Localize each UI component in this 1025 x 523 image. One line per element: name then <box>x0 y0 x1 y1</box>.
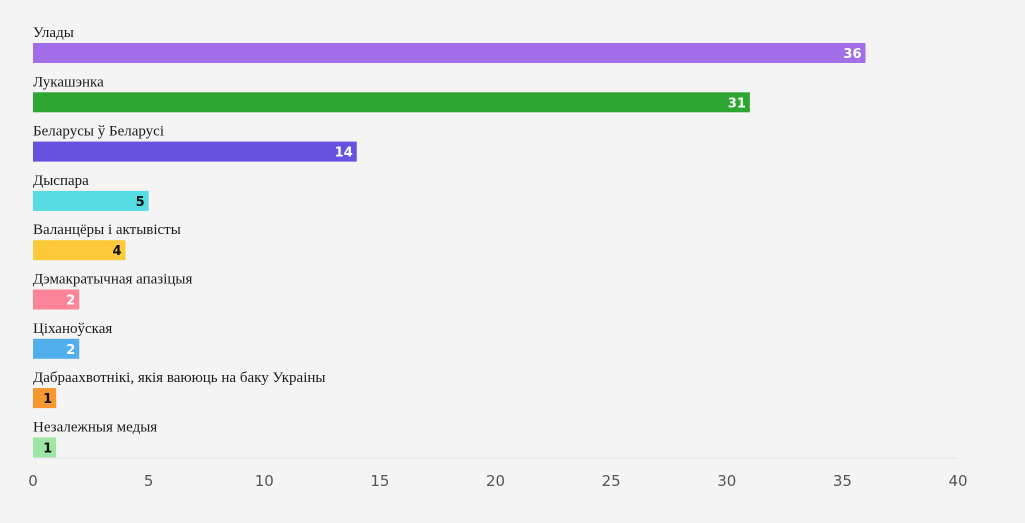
x-axis: 0 5 10 15 20 25 30 35 40 <box>28 457 968 490</box>
value-label: 36 <box>843 47 861 62</box>
value-label: 5 <box>136 195 145 210</box>
value-label: 14 <box>335 146 353 161</box>
bar <box>33 92 750 113</box>
category-label: Улады <box>33 25 74 41</box>
bar <box>33 437 57 458</box>
value-label: 2 <box>66 343 75 358</box>
category-label: Беларусы ў Беларусі <box>33 124 164 140</box>
category-label: Валанцёры і актывісты <box>33 222 181 238</box>
value-label: 2 <box>66 294 75 309</box>
x-tick-label: 5 <box>144 472 154 490</box>
bar <box>33 240 126 261</box>
x-tick-label: 30 <box>717 472 736 490</box>
bar <box>33 141 357 162</box>
value-label: 4 <box>112 244 121 259</box>
bar <box>33 388 57 409</box>
category-label: Незалежныя медыя <box>33 419 157 435</box>
category-label: Дыспара <box>33 173 89 189</box>
x-tick-label: 0 <box>28 472 38 490</box>
value-label: 1 <box>43 392 52 407</box>
category-label: Ціханоўская <box>33 321 112 337</box>
bar <box>33 43 866 63</box>
x-tick-label: 10 <box>255 472 274 490</box>
x-tick-label: 15 <box>370 472 389 490</box>
bar <box>33 289 80 310</box>
category-label: Дэмакратычная апазіцыя <box>33 272 192 288</box>
bar <box>33 338 80 359</box>
value-label: 31 <box>728 96 746 111</box>
bar <box>33 190 149 211</box>
x-tick-label: 35 <box>833 472 852 490</box>
x-tick-label: 20 <box>486 472 505 490</box>
category-label: Лукашэнка <box>33 74 104 90</box>
value-label: 1 <box>43 441 52 456</box>
x-tick-label: 25 <box>602 472 621 490</box>
x-tick-label: 40 <box>948 472 967 490</box>
category-label: Дабраахвотнікі, якія ваююць на баку Укра… <box>33 370 325 386</box>
